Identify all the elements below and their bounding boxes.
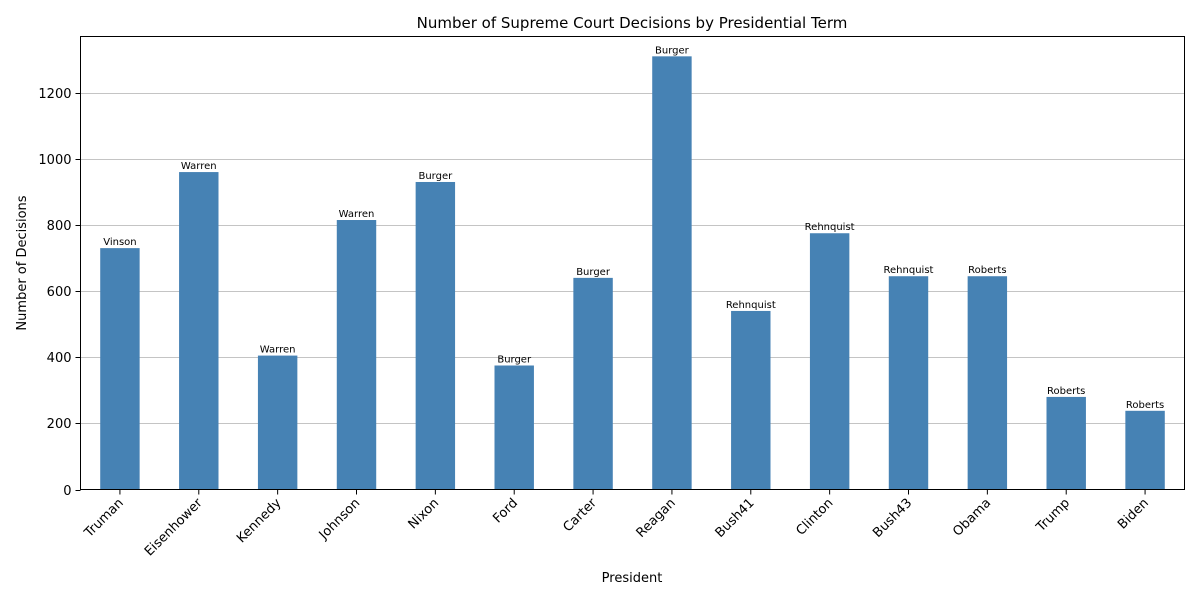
bar — [573, 277, 613, 490]
bar — [179, 172, 219, 490]
bar-label: Roberts — [968, 265, 1006, 276]
x-tick-label: Trump — [1033, 496, 1073, 536]
bar-label: Rehnquist — [805, 222, 855, 233]
bar — [967, 276, 1008, 490]
bar-label: Burger — [576, 267, 611, 278]
bar-label: Warren — [181, 161, 217, 172]
x-tick-label: Ford — [490, 496, 521, 527]
bar-labels: Vinson Warren Warren Warren Burger Burger Burg… — [103, 45, 1164, 410]
bar — [494, 365, 534, 490]
bar — [415, 181, 456, 490]
x-tick-label: Eisenhower — [142, 495, 206, 559]
bar — [731, 310, 771, 490]
bars — [100, 56, 1165, 490]
bar-label: Burger — [497, 355, 532, 366]
y-tick-label: 1000 — [38, 153, 71, 168]
y-tick-label: 600 — [47, 285, 72, 300]
x-axis-label: President — [602, 571, 663, 586]
chart-title: Number of Supreme Court Decisions by Pre… — [417, 14, 848, 32]
x-tick-label: Bush41 — [713, 496, 758, 541]
x-tick-label: Nixon — [406, 496, 443, 533]
x-tick-label: Johnson — [316, 496, 364, 544]
x-tick-label: Kennedy — [234, 496, 285, 547]
x-tick-label: Carter — [560, 495, 600, 535]
y-tick-label: 400 — [47, 351, 72, 366]
x-tick-label: Truman — [81, 496, 127, 542]
bar-label: Rehnquist — [726, 300, 776, 311]
bar-label: Warren — [339, 209, 375, 220]
y-tick-label: 200 — [47, 417, 72, 432]
bar-label: Vinson — [103, 237, 136, 248]
y-tick-label: 0 — [63, 484, 71, 499]
bar-label: Rehnquist — [884, 265, 934, 276]
y-tick-label: 1200 — [38, 87, 71, 102]
bar-label: Burger — [655, 45, 690, 56]
bar — [336, 220, 377, 490]
gridlines — [80, 93, 1185, 424]
y-axis-label: Number of Decisions — [15, 195, 30, 330]
bar — [100, 248, 140, 490]
bar-label: Burger — [418, 171, 453, 182]
bar — [888, 276, 929, 490]
x-tick-label: Obama — [950, 496, 994, 540]
bar — [257, 355, 298, 490]
bar — [652, 56, 692, 490]
y-axis: 0 200 400 600 800 1000 1200 — [38, 87, 81, 499]
bar — [809, 233, 850, 490]
bar-label: Warren — [260, 345, 296, 356]
y-tick-label: 800 — [47, 219, 72, 234]
x-tick-label: Reagan — [634, 496, 679, 541]
bar — [1125, 410, 1165, 490]
bar — [1046, 396, 1086, 490]
x-axis: Truman Eisenhower Kennedy Johnson Nixon Ford C… — [81, 489, 1152, 559]
x-tick-label: Clinton — [793, 496, 836, 539]
x-tick-label: Biden — [1115, 496, 1152, 533]
x-tick-label: Bush43 — [870, 496, 915, 541]
bar-label: Roberts — [1047, 386, 1085, 397]
bar-label: Roberts — [1126, 400, 1164, 411]
plot-frame — [80, 36, 1185, 490]
